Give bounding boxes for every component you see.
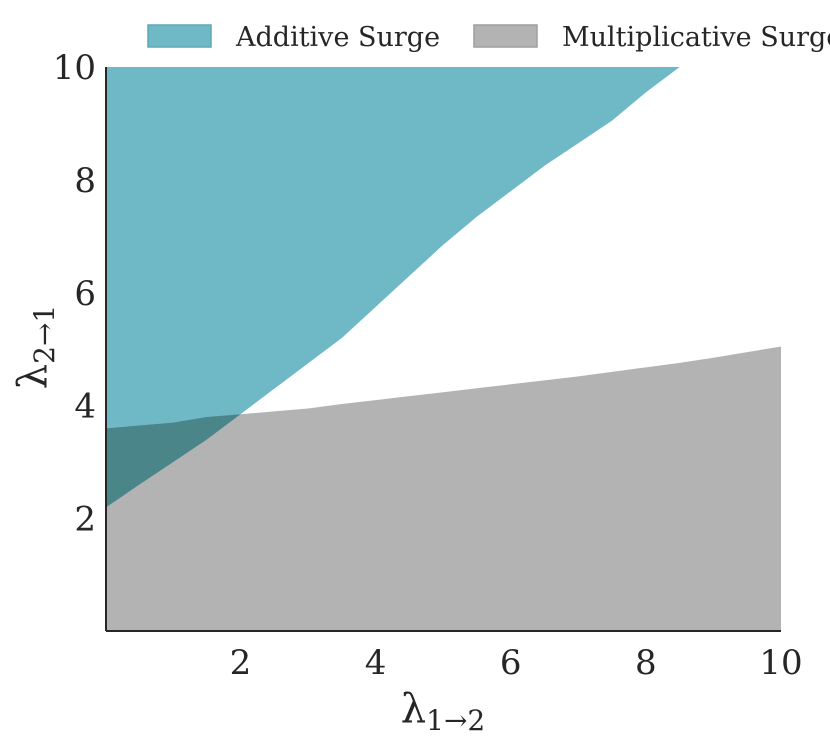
x-tick-label: 8	[635, 643, 657, 683]
x-tick-label: 6	[500, 643, 522, 683]
x-tick-label: 10	[759, 643, 802, 683]
legend-swatch	[147, 24, 212, 48]
y-tick-label: 10	[53, 48, 96, 88]
y-tick-labels: 2 4 6 8 10	[53, 48, 96, 540]
y-tick-label: 6	[74, 274, 96, 314]
y-tick-label: 4	[74, 387, 96, 427]
x-tick-labels: 2 4 6 8 10	[230, 643, 803, 683]
x-axis-label: λ1→2	[401, 686, 485, 737]
additive-surge-area	[106, 67, 680, 508]
x-tick-label: 2	[230, 643, 252, 683]
y-axis-label: λ2→1	[10, 305, 61, 389]
y-tick-label: 8	[74, 161, 96, 201]
legend-label: Multiplicative Surge	[562, 22, 830, 53]
legend-swatch	[473, 24, 538, 48]
x-tick-label: 4	[365, 643, 387, 683]
legend-label: Additive Surge	[235, 22, 440, 53]
plot-area	[106, 67, 781, 631]
axes	[105, 67, 781, 632]
legend: Additive Surge Multiplicative Surge	[147, 22, 830, 53]
y-tick-label: 2	[74, 500, 96, 540]
multiplicative-surge-area	[106, 346, 781, 631]
